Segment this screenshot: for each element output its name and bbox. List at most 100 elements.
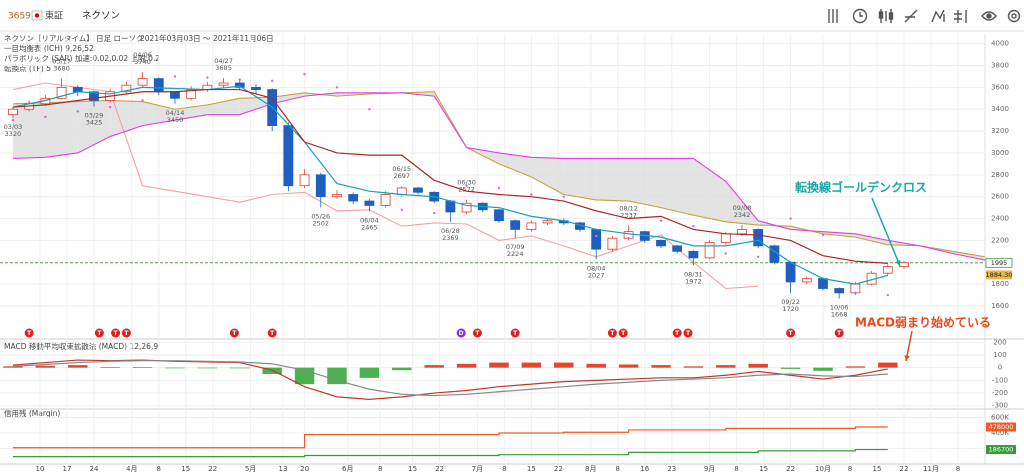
candle-body — [591, 229, 602, 250]
histogram-bar — [3, 366, 23, 368]
extreme-value: 3685 — [215, 64, 232, 72]
icon-compare[interactable] — [954, 10, 967, 23]
chart-subtitle: 2021年03月03日 ～ 2021年11月06日 — [140, 33, 274, 43]
icon-draw[interactable] — [904, 9, 918, 23]
candle-body — [218, 82, 229, 86]
extreme-date: 04/06 — [133, 51, 152, 59]
candle-body — [899, 262, 909, 268]
sar-dot — [368, 108, 371, 111]
candle-body — [380, 194, 391, 206]
y-tick-label: 3200 — [991, 127, 1009, 135]
turning-point-label: T — [475, 330, 480, 337]
histogram-bar — [716, 365, 736, 368]
sar-dot — [270, 79, 274, 83]
x-tick-label: 5月 — [245, 465, 256, 473]
cloud — [110, 100, 143, 137]
cloud — [498, 152, 532, 177]
y-tick-label: -300 — [992, 402, 1008, 410]
x-tick-label: 16 — [640, 465, 649, 473]
histogram-bar — [489, 362, 509, 368]
extreme-value: 2697 — [394, 172, 411, 180]
icon-indicator[interactable] — [931, 9, 945, 23]
y-tick-label: 0 — [998, 364, 1002, 372]
extreme-date: 06/15 — [392, 165, 411, 173]
turning-point-label: T — [513, 330, 518, 337]
extreme-value: 3450 — [167, 116, 184, 124]
extreme-value: 2337 — [620, 211, 637, 219]
x-tick-label: 15 — [527, 465, 536, 473]
histogram-bar — [359, 367, 380, 378]
turning-point-label: T — [270, 330, 275, 337]
sar-dot — [303, 73, 306, 76]
icon-layout[interactable] — [828, 9, 838, 23]
turning-point — [456, 328, 466, 338]
extreme-value: 1720 — [782, 305, 799, 313]
x-tick-label: 8 — [616, 465, 620, 473]
candle-body — [396, 187, 407, 195]
turning-point-label: T — [837, 330, 842, 337]
margin-value-label: 478000 — [989, 423, 1014, 431]
stock-code: 3659 — [8, 12, 31, 22]
x-tick-label: 17 — [63, 465, 72, 473]
cloud — [531, 157, 564, 195]
x-tick-label: 22 — [786, 465, 795, 473]
turning-point — [834, 328, 844, 338]
extreme-date: 05/26 — [311, 212, 330, 220]
x-tick-label: 8 — [157, 465, 161, 473]
x-tick-label: 22 — [900, 465, 909, 473]
sar-dot — [659, 219, 663, 222]
histogram-bar — [748, 363, 768, 368]
turning-point — [229, 328, 239, 338]
y-tick-label: 4000 — [991, 40, 1009, 48]
cloud — [207, 98, 240, 115]
sar-dot — [141, 99, 144, 102]
x-tick-label: 22 — [435, 465, 444, 473]
candle-body — [656, 239, 666, 247]
turning-point — [607, 328, 617, 338]
extreme-date: 09/22 — [781, 298, 800, 306]
extreme-date: 09/08 — [733, 204, 752, 212]
x-tick-label: 11月 — [923, 465, 939, 473]
x-tick-label: 8 — [956, 465, 960, 473]
icon-eye[interactable] — [981, 11, 997, 21]
histogram-bar — [100, 367, 120, 368]
turning-point-label: T — [232, 330, 237, 337]
extreme-date: 03/17 — [52, 58, 71, 66]
stock-name[interactable]: ネクソン — [82, 11, 120, 22]
icon-candles[interactable] — [878, 9, 894, 23]
sar-dot — [206, 76, 209, 79]
indicator-label: 一目均衡表 (ICH) 9,26,52 — [4, 43, 94, 53]
extreme-date: 06/04 — [360, 216, 379, 224]
histogram-bar — [813, 367, 833, 371]
sar-dot — [432, 211, 436, 215]
histogram-bar — [554, 362, 574, 368]
candle-body — [672, 245, 683, 252]
market: 東証 — [45, 10, 63, 22]
histogram-bar — [651, 365, 671, 368]
turning-point-label: T — [27, 330, 32, 337]
chart-title: ネクソン【リアルタイム】 日足 ローソク — [4, 34, 144, 43]
histogram-bar — [618, 364, 639, 368]
x-tick-label: 22 — [208, 465, 217, 473]
candle-body — [801, 278, 812, 283]
y-tick-label: 2400 — [991, 215, 1009, 223]
icon-settings[interactable] — [1007, 9, 1021, 23]
cloud — [45, 101, 78, 158]
extreme-value: 2465 — [361, 223, 378, 231]
candle-body — [299, 174, 310, 187]
margin-value-label: 186700 — [989, 446, 1014, 454]
turning-point-label: T — [675, 330, 680, 337]
candle-body — [56, 86, 67, 99]
sar-dot — [692, 224, 695, 228]
sar-dot — [594, 234, 598, 238]
histogram-bar — [456, 363, 477, 368]
candle-body — [510, 220, 521, 230]
cloud — [12, 102, 46, 159]
cloud — [563, 158, 597, 200]
extreme-date: 06/28 — [441, 227, 460, 235]
sar-dot — [821, 233, 825, 237]
icon-clock[interactable] — [852, 8, 868, 24]
turning-point-label: D — [459, 330, 464, 337]
candle-body — [137, 78, 148, 86]
